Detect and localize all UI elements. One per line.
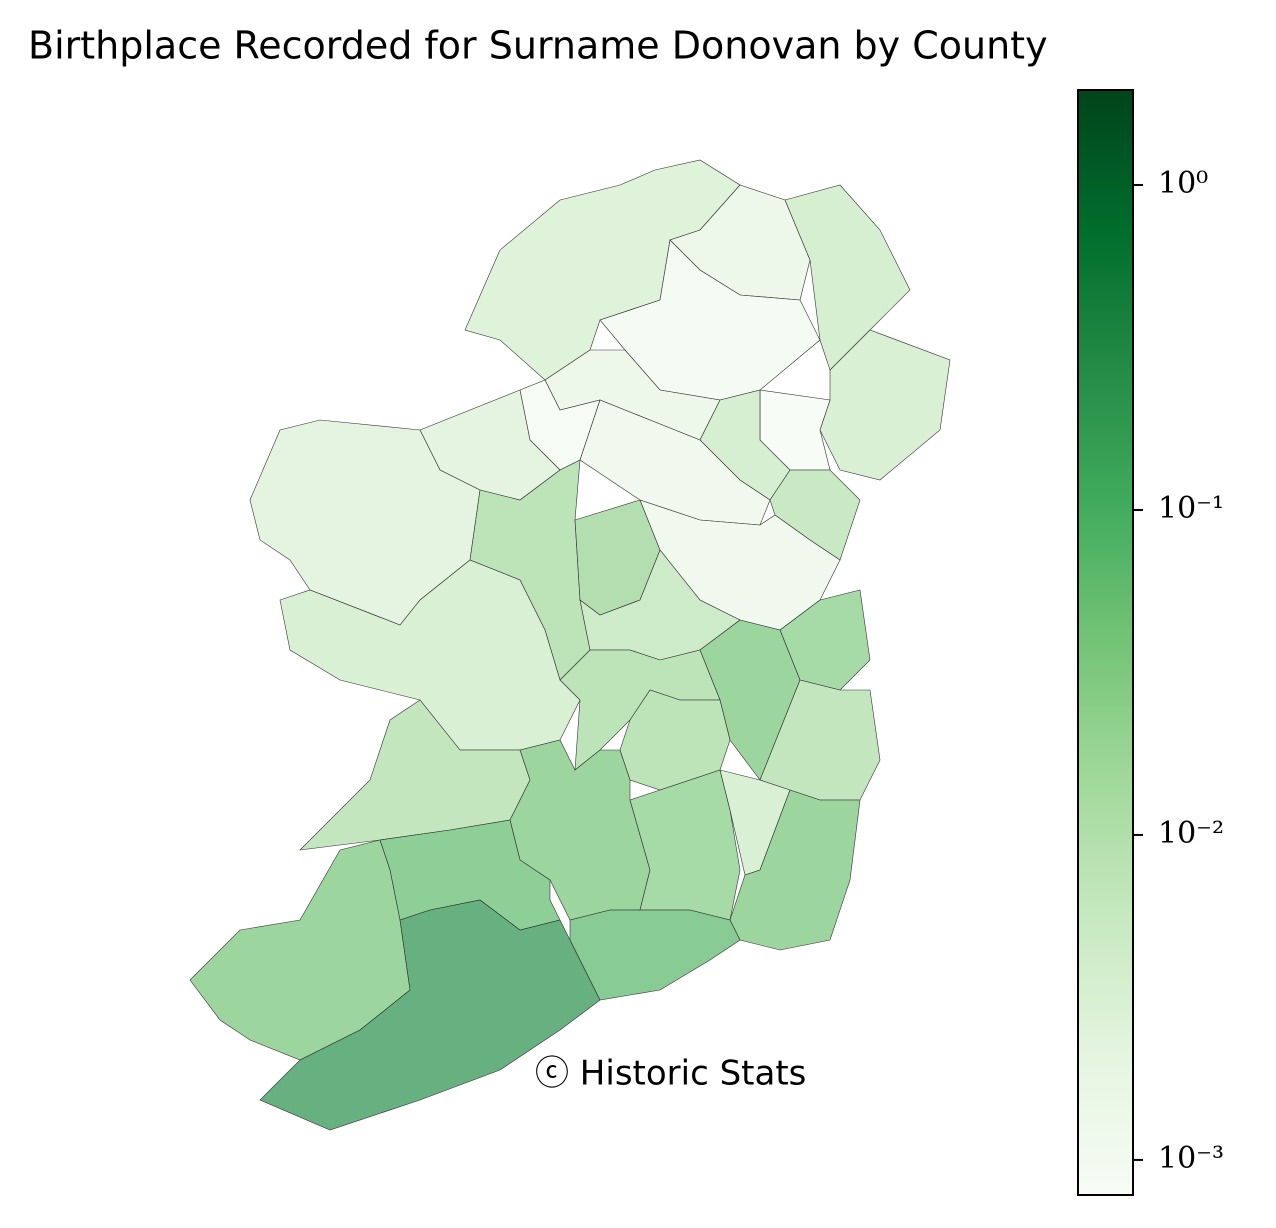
annotation: ⓒ Historic Stats (535, 1054, 806, 1094)
county (259, 899, 601, 1131)
county (629, 769, 741, 921)
colorbar (1077, 89, 1134, 1196)
county (579, 399, 771, 526)
chart-title: Birthplace Recorded for Surname Donovan … (28, 24, 1048, 68)
colorbar-tick-label: 10⁻³ (1158, 1141, 1224, 1176)
colorbar-tick-label: 10⁰ (1158, 166, 1208, 201)
map (189, 159, 951, 1131)
colorbar-tick-label: 10⁻¹ (1158, 491, 1224, 526)
county (569, 909, 741, 1001)
colorbar-tick-label: 10⁻² (1158, 816, 1224, 851)
county (729, 789, 861, 951)
colorbar-axis: 10⁰ 10⁻¹ 10⁻² 10⁻³ (1133, 166, 1224, 1176)
